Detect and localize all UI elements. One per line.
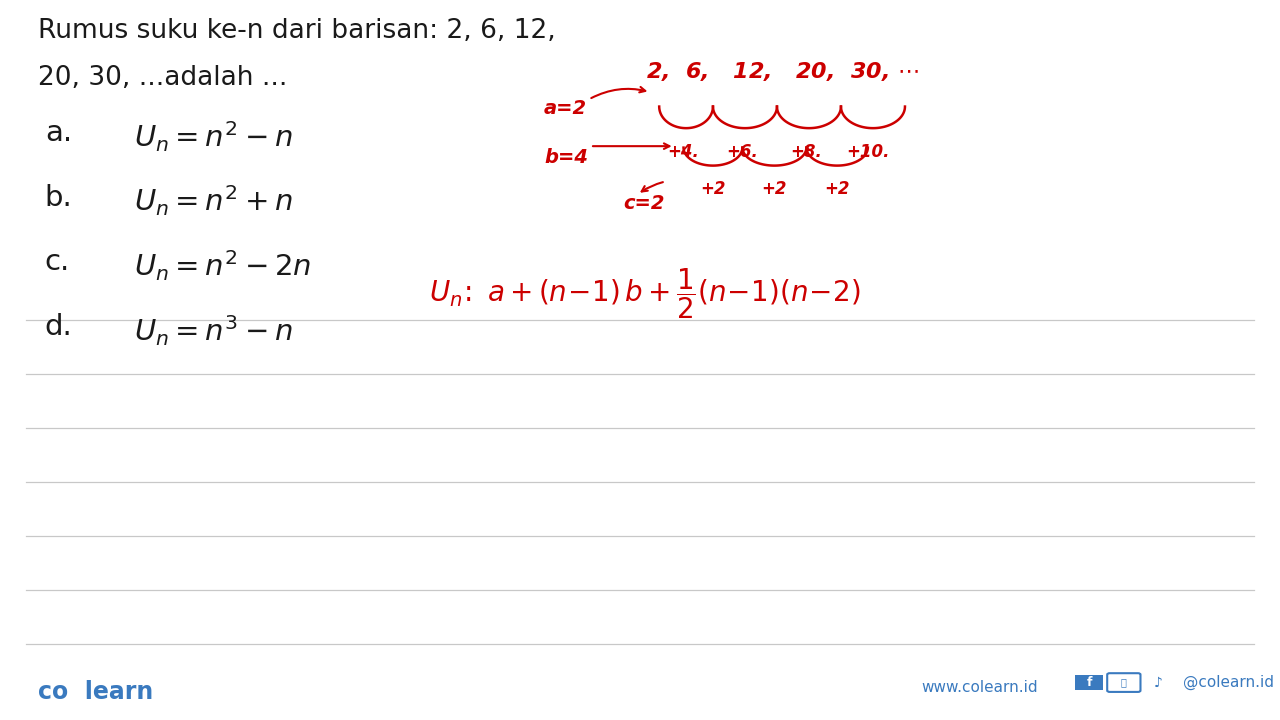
Text: +6.: +6. xyxy=(727,143,758,161)
Text: $U_n\!:\ a + (n\!-\!1)\,b + \dfrac{1}{2}(n\!-\!1)(n\!-\!2)$: $U_n\!:\ a + (n\!-\!1)\,b + \dfrac{1}{2}… xyxy=(429,266,860,321)
Text: $U_n = n^2 - n$: $U_n = n^2 - n$ xyxy=(134,119,293,153)
Text: a.: a. xyxy=(45,119,72,147)
Text: +4.: +4. xyxy=(668,143,699,161)
Text: $U_n = n^2 + n$: $U_n = n^2 + n$ xyxy=(134,184,293,218)
Text: f: f xyxy=(1087,676,1092,689)
Text: Rumus suku ke-n dari barisan: 2, 6, 12,: Rumus suku ke-n dari barisan: 2, 6, 12, xyxy=(38,18,556,44)
Text: c=2: c=2 xyxy=(623,194,664,213)
Text: d.: d. xyxy=(45,313,73,341)
Text: www.colearn.id: www.colearn.id xyxy=(922,680,1038,696)
FancyBboxPatch shape xyxy=(1075,675,1103,690)
FancyBboxPatch shape xyxy=(1107,673,1140,692)
Text: a=2: a=2 xyxy=(544,99,588,118)
Text: +10.: +10. xyxy=(846,143,890,161)
Text: co  learn: co learn xyxy=(38,680,154,704)
Text: b=4: b=4 xyxy=(544,148,588,166)
Text: $U_n = n^2 - 2n$: $U_n = n^2 - 2n$ xyxy=(134,248,311,283)
Text: +2: +2 xyxy=(762,180,787,198)
Text: $U_n = n^3 - n$: $U_n = n^3 - n$ xyxy=(134,313,293,348)
Text: Ⓘ: Ⓘ xyxy=(1121,678,1126,688)
Text: c.: c. xyxy=(45,248,70,276)
Text: 20, 30, ...adalah ...: 20, 30, ...adalah ... xyxy=(38,65,288,91)
Text: +2: +2 xyxy=(824,180,850,198)
Text: +2: +2 xyxy=(700,180,726,198)
Text: b.: b. xyxy=(45,184,73,212)
Text: ♪: ♪ xyxy=(1155,675,1162,690)
Text: 2,  6,   12,   20,  30, $\cdots$: 2, 6, 12, 20, 30, $\cdots$ xyxy=(646,60,919,83)
Text: +8.: +8. xyxy=(791,143,822,161)
Text: @colearn.id: @colearn.id xyxy=(1183,675,1274,690)
